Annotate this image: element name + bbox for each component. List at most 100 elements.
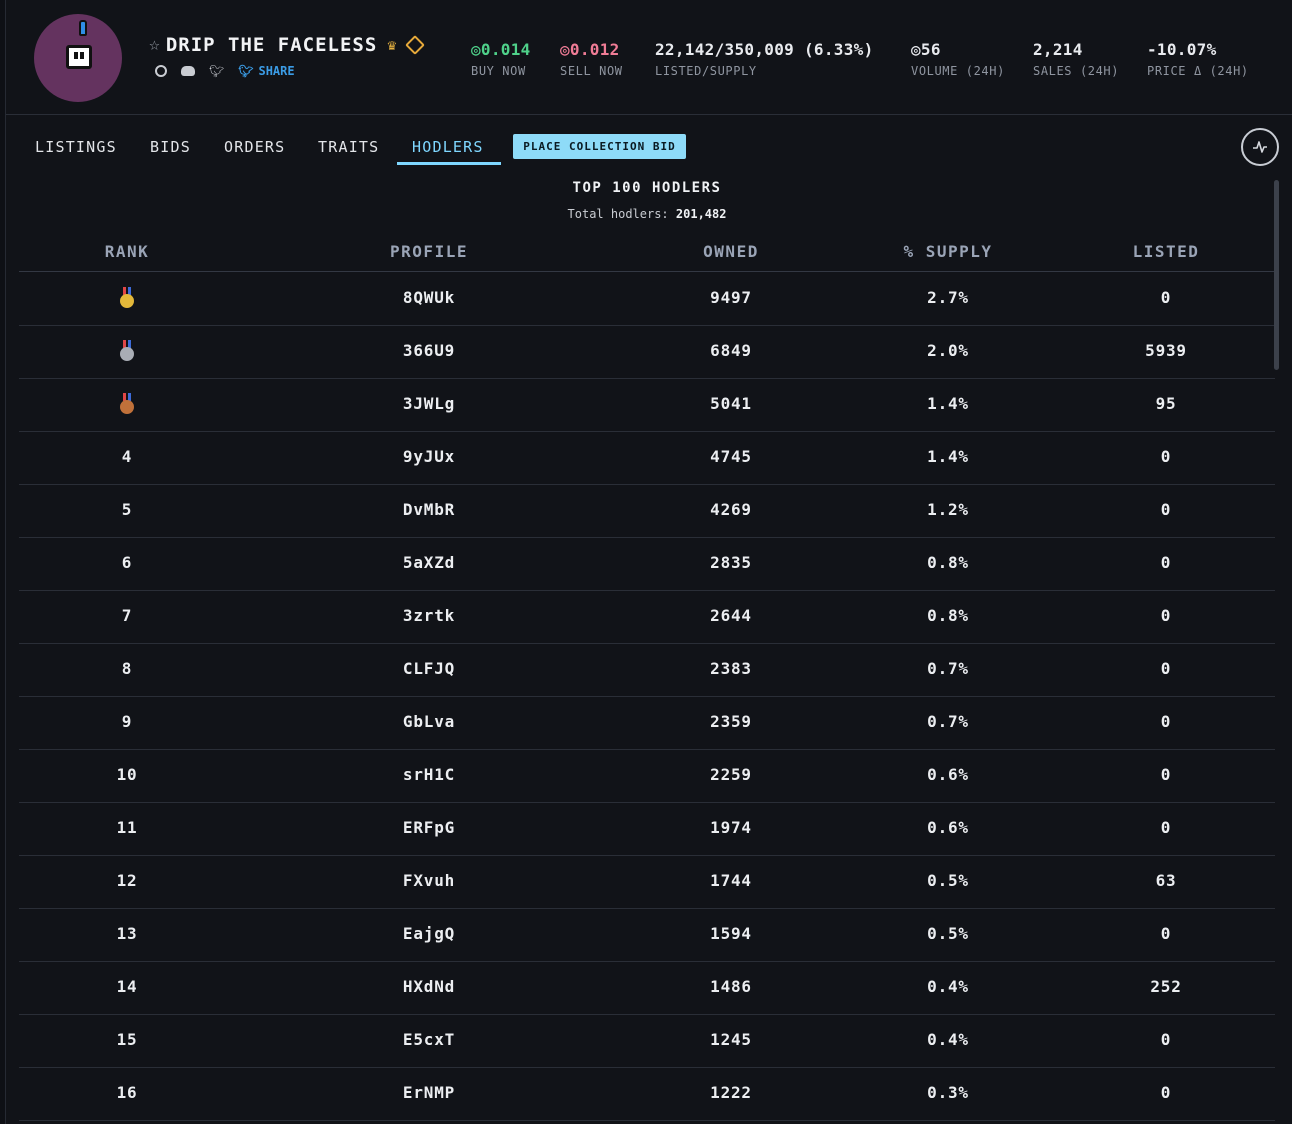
cell-supply: 2.7% <box>927 288 969 307</box>
cell-listed: 0 <box>1160 447 1172 466</box>
col-header-supply[interactable]: % SUPPLY <box>903 242 993 261</box>
stat-label: VOLUME (24H) <box>911 64 1005 78</box>
cell-profile[interactable]: HXdNd <box>402 977 456 996</box>
crown-icon: ♛ <box>387 36 397 54</box>
stat-value: ◎56 <box>911 40 941 59</box>
stat-buy-now[interactable]: ◎0.014 BUY NOW <box>471 40 531 78</box>
cell-profile[interactable]: ERFpG <box>402 818 456 837</box>
cell-supply: 2.0% <box>927 341 969 360</box>
table-row[interactable]: 3JWLg 5041 1.4% 95 <box>19 379 1275 432</box>
cell-supply: 0.7% <box>927 659 969 678</box>
cell-listed: 5939 <box>1145 341 1187 360</box>
cell-owned: 2383 <box>710 659 752 678</box>
drip-icon <box>79 20 87 36</box>
activity-pulse-icon <box>1253 141 1267 153</box>
cell-owned: 9497 <box>710 288 752 307</box>
tab-orders[interactable]: ORDERS <box>224 138 286 156</box>
cell-listed: 0 <box>1160 765 1172 784</box>
cell-supply: 0.6% <box>927 818 969 837</box>
cell-owned: 1974 <box>710 818 752 837</box>
cell-supply: 0.4% <box>927 1030 969 1049</box>
activity-chart-button[interactable] <box>1241 128 1279 166</box>
cell-listed: 0 <box>1160 1083 1172 1102</box>
table-row[interactable]: 9 GbLva 2359 0.7% 0 <box>19 697 1275 750</box>
cell-profile[interactable]: 366U9 <box>402 341 456 360</box>
cell-profile[interactable]: EajgQ <box>402 924 456 943</box>
cell-profile[interactable]: ErNMP <box>402 1083 456 1102</box>
table-row[interactable]: 6 5aXZd 2835 0.8% 0 <box>19 538 1275 591</box>
col-header-listed[interactable]: LISTED <box>1132 242 1200 261</box>
tab-bids[interactable]: BIDS <box>150 138 191 156</box>
share-button[interactable]: 🐦︎ SHARE <box>238 64 294 78</box>
cell-rank: 11 <box>116 818 138 837</box>
cell-owned: 4745 <box>710 447 752 466</box>
cell-profile[interactable]: DvMbR <box>402 500 456 519</box>
table-row[interactable]: 16 ErNMP 1222 0.3% 0 <box>19 1068 1275 1121</box>
favorite-star-icon[interactable]: ☆ <box>149 34 160 55</box>
cell-owned: 2835 <box>710 553 752 572</box>
table-row[interactable]: 13 EajgQ 1594 0.5% 0 <box>19 909 1275 962</box>
table-header: RANK PROFILE OWNED % SUPPLY LISTED <box>19 238 1275 272</box>
verified-badge-icon <box>405 35 426 55</box>
medal-coin <box>120 294 134 308</box>
cell-profile[interactable]: 8QWUk <box>402 288 456 307</box>
discord-icon[interactable] <box>181 66 195 76</box>
table-row[interactable]: 8QWUk 9497 2.7% 0 <box>19 273 1275 326</box>
cell-rank: 13 <box>116 924 138 943</box>
cell-listed: 0 <box>1160 818 1172 837</box>
cell-owned: 2259 <box>710 765 752 784</box>
cell-profile[interactable]: E5cxT <box>402 1030 456 1049</box>
cell-profile[interactable]: 5aXZd <box>402 553 456 572</box>
cell-profile[interactable]: srH1C <box>402 765 456 784</box>
tab-traits[interactable]: TRAITS <box>318 138 380 156</box>
place-collection-bid-button[interactable]: PLACE COLLECTION BID <box>513 134 686 159</box>
stat-listed-supply: 22,142/350,009 (6.33%) LISTED/SUPPLY <box>655 40 874 78</box>
cell-rank: 16 <box>116 1083 138 1102</box>
table-row[interactable]: 12 FXvuh 1744 0.5% 63 <box>19 856 1275 909</box>
cell-profile[interactable]: 3zrtk <box>402 606 456 625</box>
cell-profile[interactable]: GbLva <box>402 712 456 731</box>
table-row[interactable]: 8 CLFJQ 2383 0.7% 0 <box>19 644 1275 697</box>
table-row[interactable]: 5 DvMbR 4269 1.2% 0 <box>19 485 1275 538</box>
stat-value: 2,214 <box>1033 40 1083 59</box>
faceless-icon <box>66 45 92 69</box>
website-globe-icon[interactable] <box>155 65 167 77</box>
stat-value: 22,142/350,009 (6.33%) <box>655 40 874 59</box>
cell-profile[interactable]: FXvuh <box>402 871 456 890</box>
cell-listed: 95 <box>1155 394 1177 413</box>
cell-profile[interactable]: CLFJQ <box>402 659 456 678</box>
title-row: ☆ DRIP THE FACELESS ♛ <box>149 34 426 56</box>
cell-rank: 10 <box>116 765 138 784</box>
table-row[interactable]: 366U9 6849 2.0% 5939 <box>19 326 1275 379</box>
cell-owned: 5041 <box>710 394 752 413</box>
stat-sell-now[interactable]: ◎0.012 SELL NOW <box>560 40 623 78</box>
stat-label: SELL NOW <box>560 64 623 78</box>
col-header-profile[interactable]: PROFILE <box>390 242 468 261</box>
cell-supply: 1.4% <box>927 394 969 413</box>
table-row[interactable]: 14 HXdNd 1486 0.4% 252 <box>19 962 1275 1015</box>
cell-profile[interactable]: 3JWLg <box>402 394 456 413</box>
table-row[interactable]: 7 3zrtk 2644 0.8% 0 <box>19 591 1275 644</box>
table-row[interactable]: 15 E5cxT 1245 0.4% 0 <box>19 1015 1275 1068</box>
col-header-owned[interactable]: OWNED <box>703 242 759 261</box>
tab-listings[interactable]: LISTINGS <box>35 138 117 156</box>
cell-supply: 0.5% <box>927 924 969 943</box>
cell-owned: 1486 <box>710 977 752 996</box>
stat-volume: ◎56 VOLUME (24H) <box>911 40 1005 78</box>
twitter-icon[interactable]: 🐦︎ <box>209 64 225 78</box>
table-row[interactable]: 10 srH1C 2259 0.6% 0 <box>19 750 1275 803</box>
share-label: SHARE <box>258 64 295 78</box>
tab-bar: LISTINGS BIDS ORDERS TRAITS HODLERS PLAC… <box>6 116 1292 176</box>
cell-supply: 1.2% <box>927 500 969 519</box>
tab-hodlers[interactable]: HODLERS <box>412 138 484 156</box>
cell-supply: 0.5% <box>927 871 969 890</box>
table-row[interactable]: 4 9yJUx 4745 1.4% 0 <box>19 432 1275 485</box>
collection-avatar <box>34 14 122 102</box>
table-row[interactable]: 11 ERFpG 1974 0.6% 0 <box>19 803 1275 856</box>
cell-rank: 6 <box>121 553 133 572</box>
scrollbar-thumb[interactable] <box>1274 180 1279 370</box>
total-hodlers-value: 201,482 <box>675 207 727 221</box>
cell-profile[interactable]: 9yJUx <box>402 447 456 466</box>
col-header-rank[interactable]: RANK <box>104 242 150 261</box>
cell-supply: 0.6% <box>927 765 969 784</box>
